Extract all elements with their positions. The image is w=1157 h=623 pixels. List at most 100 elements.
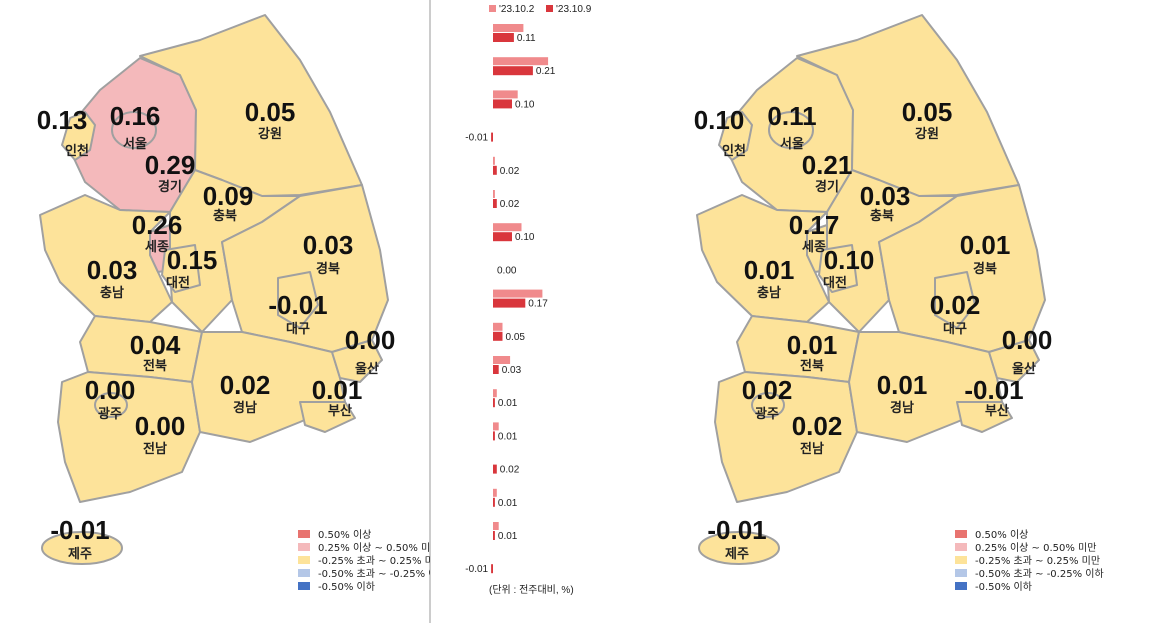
- bar: [493, 24, 524, 32]
- bar-value-label: 0.11: [517, 33, 536, 44]
- region-value: 0.01: [877, 370, 928, 400]
- region-name: 대구: [943, 322, 967, 337]
- region-value: 0.01: [787, 330, 838, 360]
- bar: [493, 223, 522, 232]
- legend-swatch: [955, 569, 967, 577]
- region-value: 0.02: [930, 290, 981, 320]
- region-name: 광주: [98, 407, 122, 422]
- region: [111, 111, 157, 149]
- bar: [493, 422, 499, 431]
- region-value: 0.15: [167, 245, 218, 275]
- bar-value-label: 0.00: [497, 265, 517, 276]
- region-value: 0.01: [312, 375, 363, 405]
- region-value: 0.09: [203, 181, 254, 211]
- bar: [493, 199, 497, 208]
- region-name: 전북: [143, 358, 167, 374]
- region-value: 0.01: [744, 255, 795, 285]
- region-name: 강원: [915, 126, 939, 142]
- region: [934, 271, 976, 329]
- bar: [493, 99, 512, 109]
- region-name: 충남: [100, 285, 124, 301]
- bar-value-label: 0.21: [536, 66, 556, 77]
- region-value: -0.01: [50, 515, 109, 545]
- bar: [493, 398, 495, 408]
- bar: [493, 289, 543, 298]
- bar: [493, 232, 512, 242]
- region-name: 대구: [286, 322, 310, 337]
- region: [161, 244, 201, 293]
- region: [331, 339, 383, 383]
- region-name: 전북: [800, 358, 824, 374]
- region-value: 0.02: [792, 411, 843, 441]
- region-value: 0.29: [145, 150, 196, 180]
- bar: [493, 522, 499, 530]
- bar-value-label: 0.01: [498, 531, 518, 542]
- region: [698, 531, 780, 565]
- legend-swatch: [955, 582, 967, 590]
- region-value: 0.26: [132, 210, 183, 240]
- region: [39, 194, 173, 323]
- region: [718, 111, 753, 161]
- region: [696, 194, 830, 323]
- region: [768, 111, 814, 149]
- region-value: 0.00: [1002, 325, 1053, 355]
- region-value: 0.10: [824, 245, 875, 275]
- bar-value-label: 0.05: [506, 332, 526, 343]
- region-value: 0.00: [135, 411, 186, 441]
- legend-label: '23.10.9: [556, 4, 592, 15]
- legend-label: -0.25% 초과 ~ 0.25% 미만: [318, 555, 443, 567]
- legend-swatch: [489, 5, 496, 12]
- legend-label: 0.50% 이상: [975, 529, 1028, 541]
- legend-label: -0.50% 이하: [975, 580, 1032, 593]
- legend-swatch: [298, 543, 310, 551]
- region-name: 경북: [973, 261, 997, 277]
- region-value: 0.21: [802, 150, 853, 180]
- region-name: 충남: [757, 285, 781, 301]
- bar: [493, 57, 549, 66]
- region-value: 0.04: [130, 330, 181, 360]
- bar: [493, 33, 514, 42]
- region-value: 0.03: [860, 181, 911, 211]
- bar-value-label: 0.02: [500, 465, 520, 476]
- region: [57, 371, 201, 503]
- legend-swatch: [298, 530, 310, 538]
- region-name: 서울: [780, 136, 804, 152]
- region-name: 인천: [65, 143, 89, 159]
- bar: [493, 331, 503, 341]
- region-name: 제주: [725, 547, 749, 562]
- region-value: 0.11: [767, 101, 816, 131]
- legend-swatch: [955, 530, 967, 538]
- bar: [491, 132, 493, 142]
- bar-value-label: 0.10: [515, 99, 535, 110]
- legend-swatch: [298, 556, 310, 564]
- region-name: 울산: [1012, 361, 1036, 377]
- bar: [493, 298, 526, 308]
- region-value: 0.02: [742, 375, 793, 405]
- region-value: 0.02: [220, 370, 271, 400]
- legend-label: 0.25% 이상 ~ 0.50% 미만: [318, 542, 439, 554]
- region-value: 0.00: [345, 325, 396, 355]
- region-name: 부산: [985, 403, 1009, 419]
- region-value: 0.05: [245, 97, 296, 127]
- region-name: 부산: [328, 403, 352, 419]
- region-name: 인천: [722, 143, 746, 159]
- bar: [493, 90, 518, 99]
- region-value: 0.16: [110, 101, 161, 131]
- legend-label: 0.25% 이상 ~ 0.50% 미만: [975, 542, 1096, 554]
- region: [956, 401, 1013, 433]
- right-map: 0.10인천0.11서울0.21경기0.05강원0.03충북0.17세종0.10…: [694, 14, 1104, 593]
- legend-label: -0.50% 초과 ~ -0.25% 이하: [318, 567, 447, 580]
- bar: [493, 165, 497, 175]
- region-name: 대전: [823, 275, 847, 291]
- bar: [493, 66, 533, 76]
- region-name: 경기: [815, 179, 839, 195]
- legend-swatch: [955, 556, 967, 564]
- region-name: 제주: [68, 547, 92, 562]
- bar-value-label: 0.17: [528, 299, 548, 310]
- region-name: 충북: [870, 208, 894, 224]
- region-name: 울산: [355, 361, 379, 377]
- region-value: -0.01: [707, 515, 766, 545]
- bar-value-label: -0.01: [465, 564, 488, 575]
- region-name: 충북: [213, 208, 237, 224]
